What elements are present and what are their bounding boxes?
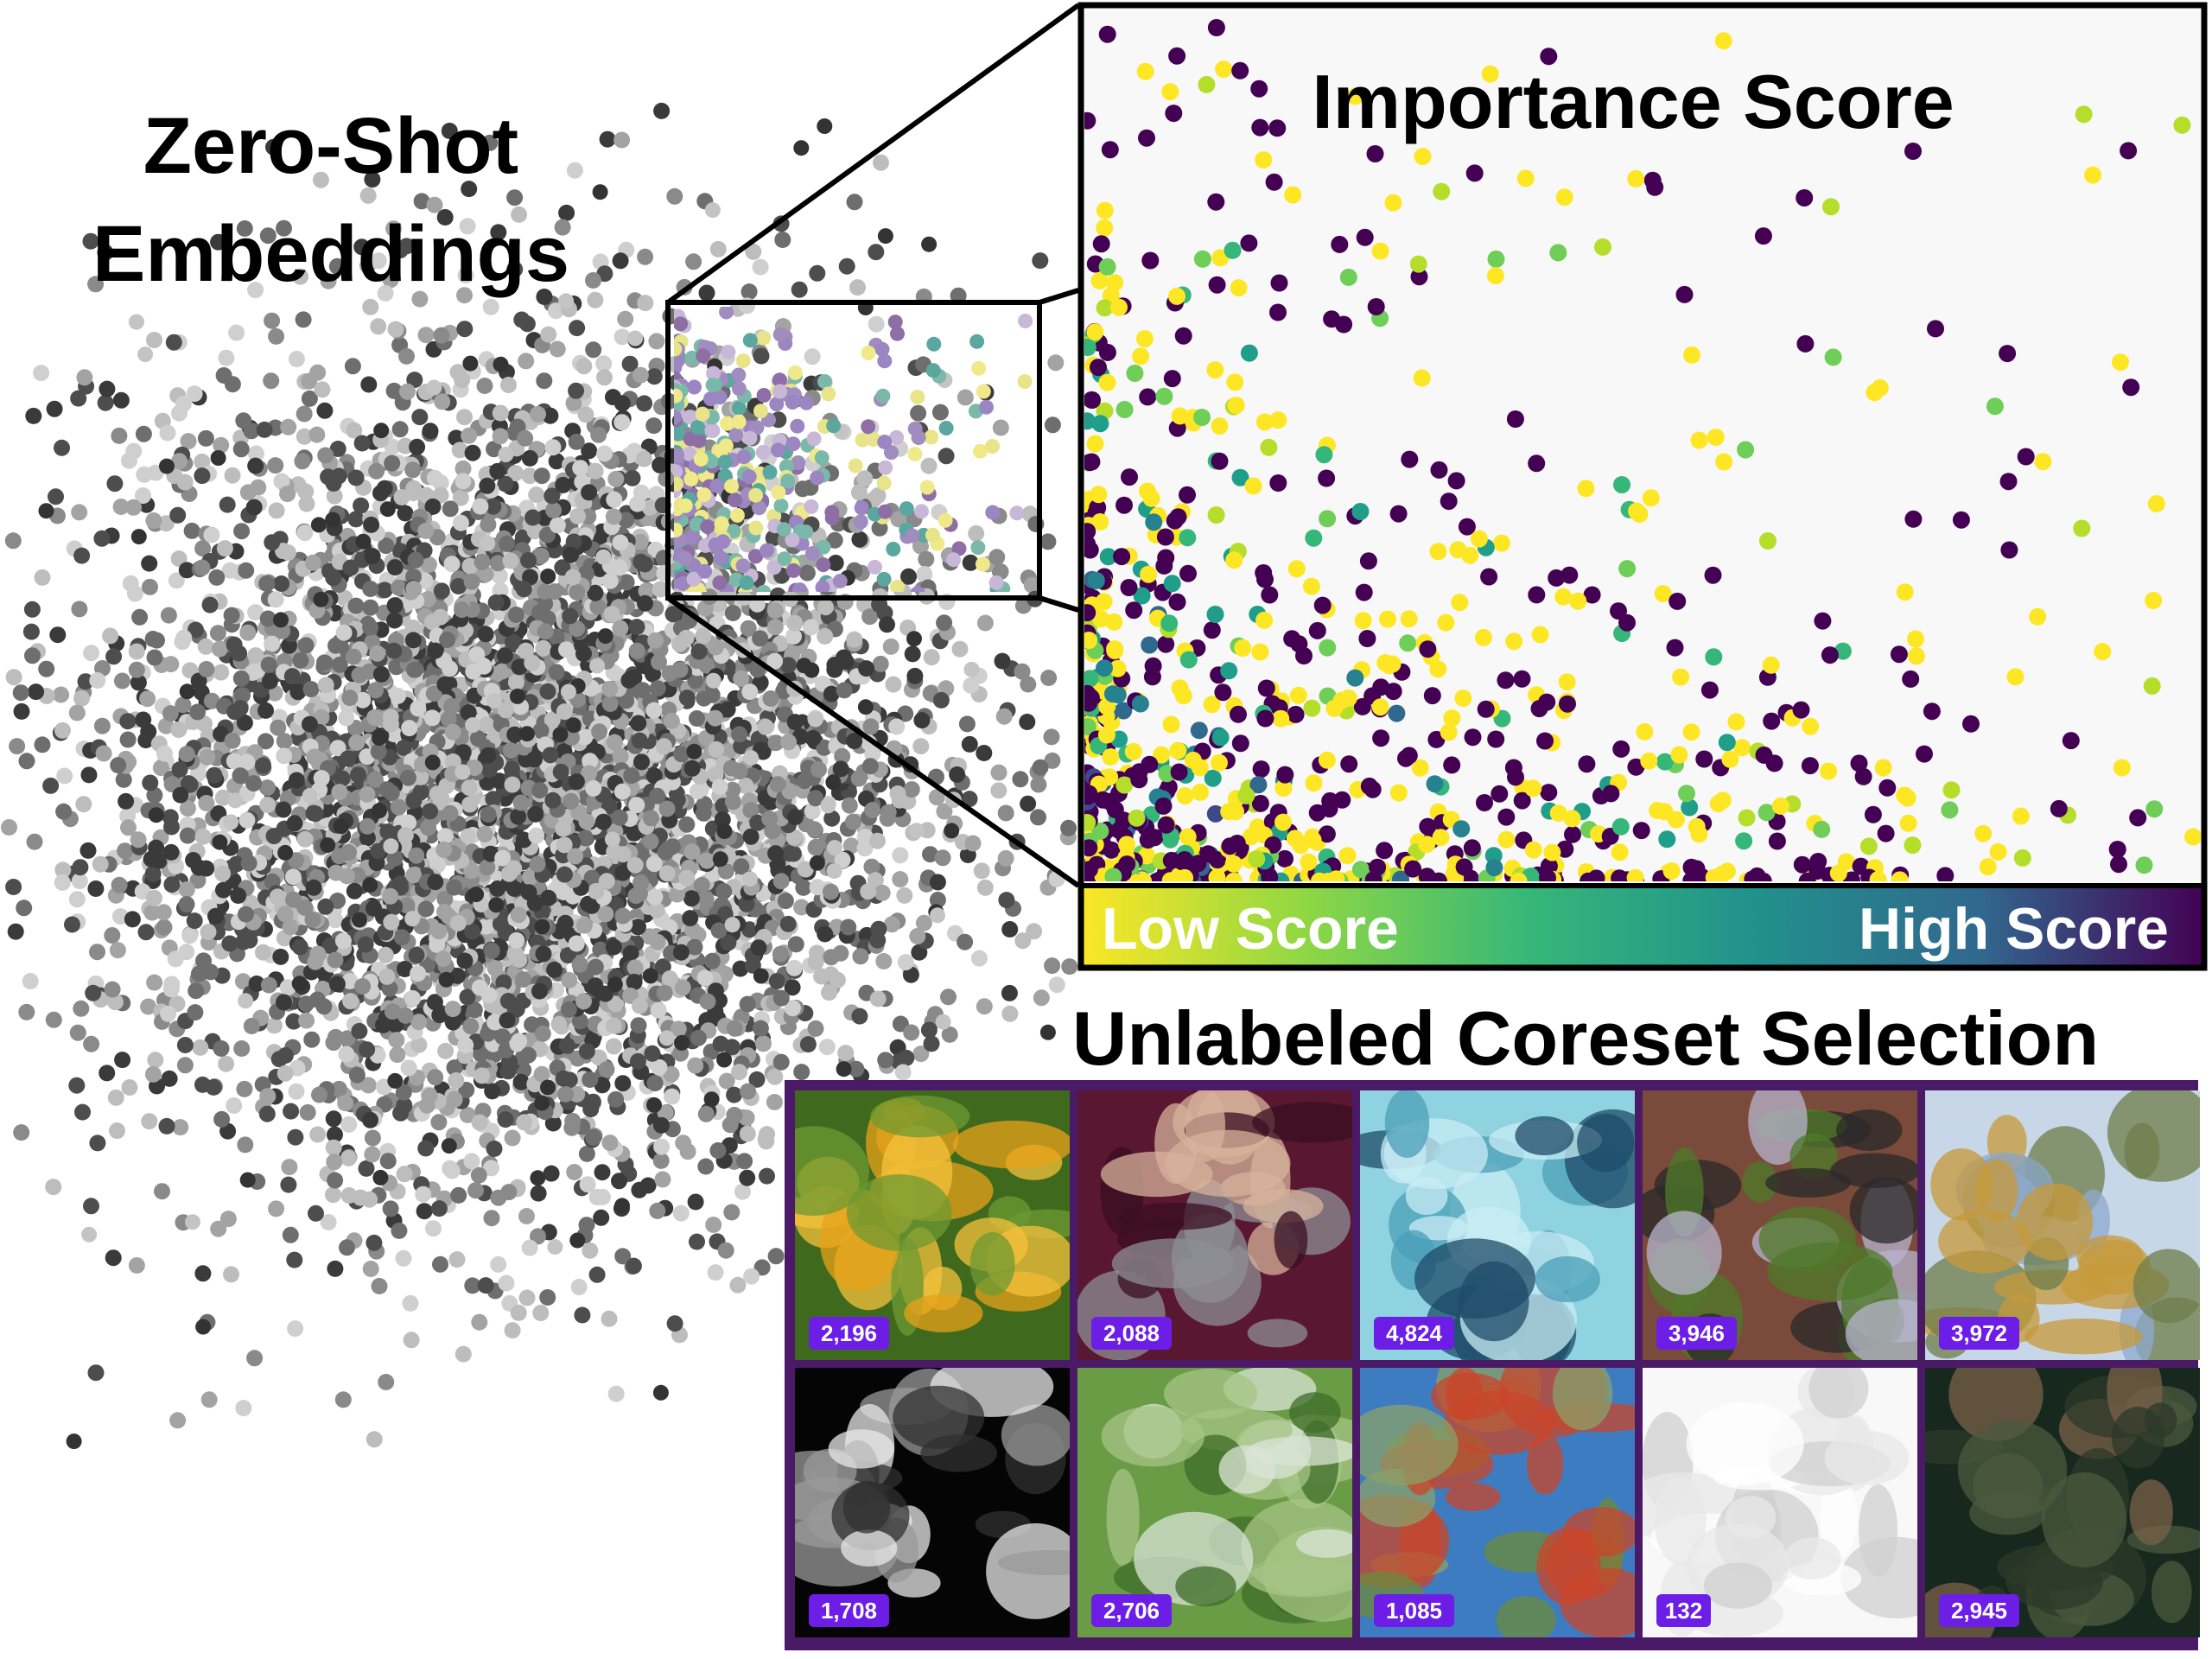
coreset-count-label: 132 xyxy=(1665,1598,1702,1624)
coreset-count-label: 4,824 xyxy=(1386,1320,1443,1346)
left-title-line1: Zero-Shot xyxy=(143,102,518,190)
coreset-count-label: 2,945 xyxy=(1951,1598,2007,1624)
coreset-count-badge xyxy=(1939,1317,2019,1350)
zoom-connector-top-right xyxy=(1039,288,1079,305)
coreset-count-label: 3,972 xyxy=(1951,1320,2007,1346)
selection-box xyxy=(665,300,1042,601)
coreset-grid: 2,196 2,088 4,824 3,946 3,972 1,708 2,706 1,085… xyxy=(795,1090,2200,1637)
coreset-image-1: 2,196 xyxy=(795,1090,1070,1360)
coreset-count-label: 2,706 xyxy=(1103,1598,1160,1624)
coreset-title: Unlabeled Coreset Selection xyxy=(1072,995,2099,1081)
zoom-connector-bottom-left xyxy=(666,595,1080,888)
coreset-count-badge xyxy=(1091,1317,1172,1350)
colorbar xyxy=(1081,887,2204,966)
coreset-count-badge xyxy=(1091,1594,1172,1627)
zoom-panel-dots xyxy=(1084,19,2201,881)
colorbar-low-label: Low Score xyxy=(1102,896,1399,962)
coreset-image-7: 2,706 xyxy=(1077,1368,1352,1637)
coreset-image-8: 1,085 xyxy=(1360,1368,1635,1637)
zoom-connector-bottom-right xyxy=(1039,595,1079,613)
coreset-count-label: 2,196 xyxy=(821,1320,877,1346)
zoom-connector-top-left xyxy=(666,3,1080,305)
coreset-image-2: 2,088 xyxy=(1077,1090,1352,1360)
coreset-count-badge xyxy=(1374,1317,1454,1350)
selection-region-dots xyxy=(674,307,1033,592)
coreset-image-4: 3,946 xyxy=(1643,1090,1917,1360)
coreset-image-9: 132 xyxy=(1643,1368,1917,1637)
coreset-image-5: 3,972 xyxy=(1925,1090,2200,1360)
coreset-count-label: 1,708 xyxy=(821,1598,877,1624)
left-title-line2: Embeddings xyxy=(92,210,569,298)
coreset-count-badge xyxy=(1374,1594,1454,1627)
coreset-image-10: 2,945 xyxy=(1925,1368,2200,1637)
coreset-count-label: 2,088 xyxy=(1103,1320,1160,1346)
coreset-count-badge xyxy=(1656,1594,1711,1627)
embedding-cloud xyxy=(1,102,1078,1450)
coreset-image-3: 4,824 xyxy=(1360,1090,1635,1360)
colorbar-high-label: High Score xyxy=(1859,896,2169,962)
zoom-panel-frame xyxy=(1077,2,2208,971)
coreset-count-badge xyxy=(809,1317,889,1350)
coreset-count-badge xyxy=(809,1594,889,1627)
coreset-image-6: 1,708 xyxy=(795,1368,1070,1637)
coreset-count-badge xyxy=(1656,1317,1737,1350)
coreset-count-label: 3,946 xyxy=(1669,1320,1725,1346)
coreset-count-label: 1,085 xyxy=(1386,1598,1442,1624)
coreset-count-badge xyxy=(1939,1594,2019,1627)
zoom-panel-title: Importance Score xyxy=(1312,59,1954,144)
